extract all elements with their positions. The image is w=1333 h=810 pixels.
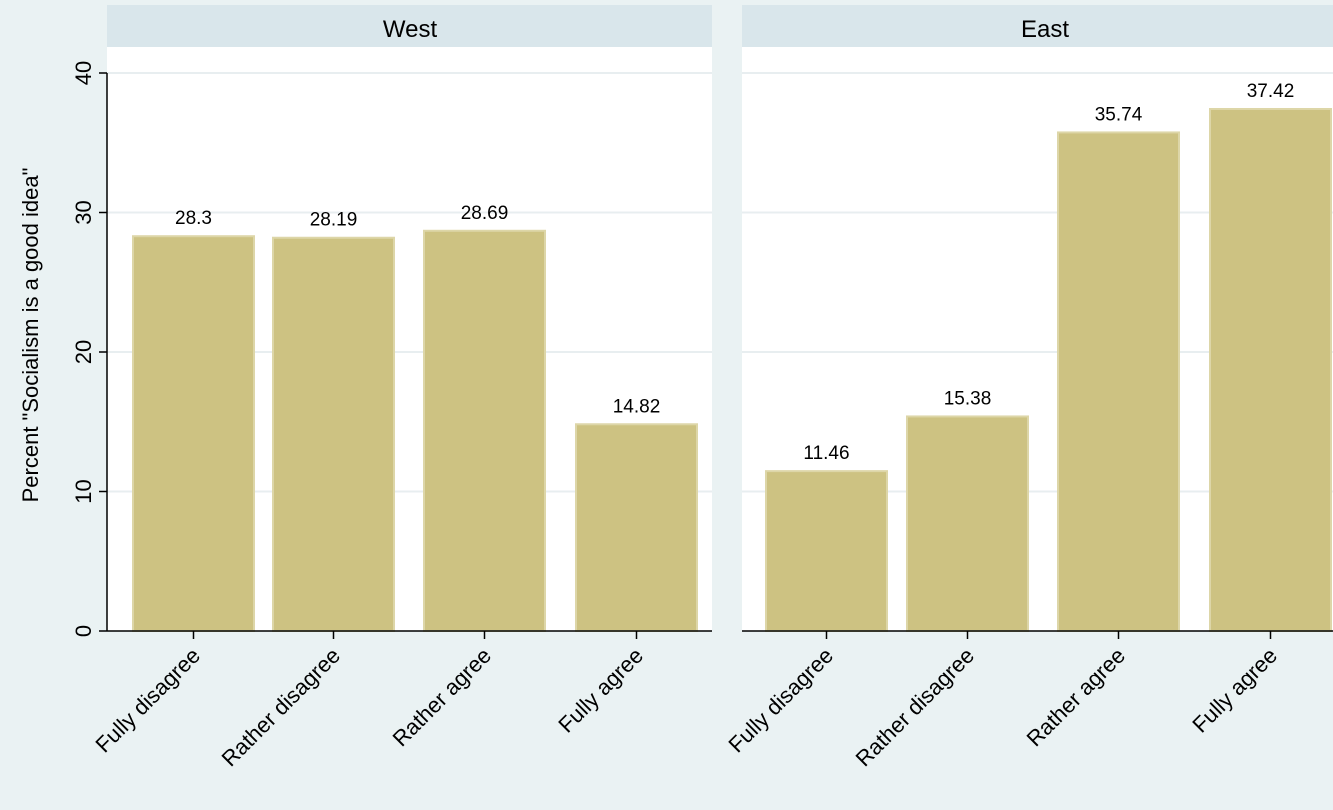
data-label: 15.38 bbox=[944, 388, 992, 409]
bar bbox=[765, 470, 888, 632]
y-tick-label: 20 bbox=[71, 340, 96, 364]
y-axis-label: Percent "Socialism is a good idea" bbox=[18, 168, 43, 503]
bar bbox=[423, 229, 546, 632]
data-label: 28.69 bbox=[461, 203, 509, 224]
data-label: 28.3 bbox=[175, 208, 212, 229]
y-tick-label: 0 bbox=[71, 625, 96, 637]
bar bbox=[272, 236, 395, 632]
panel-title: West bbox=[383, 16, 438, 43]
panel-title: East bbox=[1021, 16, 1069, 43]
data-label: 11.46 bbox=[803, 443, 849, 464]
bar bbox=[575, 423, 698, 632]
y-tick-label: 30 bbox=[71, 200, 96, 224]
data-label: 35.74 bbox=[1095, 104, 1143, 125]
panel-header bbox=[742, 5, 1333, 47]
bar bbox=[1057, 131, 1180, 632]
data-label: 37.42 bbox=[1247, 81, 1295, 102]
data-label: 28.19 bbox=[310, 210, 358, 231]
panel-header bbox=[107, 5, 712, 47]
bar bbox=[132, 235, 255, 632]
data-label: 14.82 bbox=[613, 396, 661, 417]
bar bbox=[1209, 107, 1332, 632]
bar bbox=[906, 415, 1029, 632]
y-tick-label: 10 bbox=[71, 479, 96, 503]
y-tick-label: 40 bbox=[71, 61, 96, 85]
